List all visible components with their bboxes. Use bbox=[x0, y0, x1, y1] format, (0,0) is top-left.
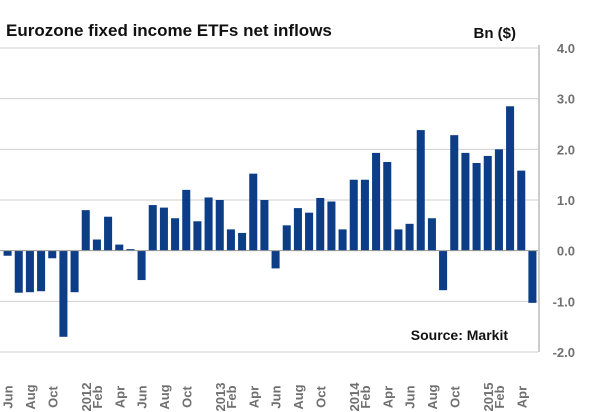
bar bbox=[260, 200, 269, 251]
x-tick-label: Jun bbox=[269, 385, 284, 408]
x-tick-label: 2014 bbox=[347, 382, 362, 412]
y-tick-label: 1.0 bbox=[557, 193, 575, 208]
x-tick-label: Jun bbox=[1, 385, 16, 408]
bar bbox=[293, 208, 302, 251]
bar bbox=[528, 250, 537, 303]
bars bbox=[3, 106, 537, 337]
bar bbox=[137, 250, 146, 281]
bar bbox=[48, 250, 57, 259]
x-tick-label: Oct bbox=[313, 385, 328, 407]
bar bbox=[327, 201, 336, 251]
x-tick-label: Jun bbox=[403, 385, 418, 408]
y-tick-label: -2.0 bbox=[553, 345, 575, 360]
y-axis-unit-label: Bn ($) bbox=[474, 25, 517, 42]
bar bbox=[249, 173, 258, 251]
y-tick-label: -1.0 bbox=[553, 294, 575, 309]
bar bbox=[360, 179, 369, 251]
bar bbox=[226, 229, 235, 251]
bar bbox=[282, 225, 291, 251]
bar bbox=[37, 250, 46, 292]
x-tick-label: Jun bbox=[135, 385, 150, 408]
bar bbox=[461, 152, 470, 251]
bar bbox=[316, 197, 325, 251]
bar bbox=[394, 229, 403, 251]
bar bbox=[215, 200, 224, 251]
bar bbox=[439, 250, 448, 291]
bar bbox=[372, 152, 381, 251]
x-tick-label: 2013 bbox=[213, 383, 228, 412]
gridlines bbox=[0, 47, 538, 353]
x-tick-label: Oct bbox=[45, 385, 60, 407]
bar bbox=[427, 218, 436, 251]
x-tick-label: Apr bbox=[112, 386, 127, 408]
x-tick-label: Feb bbox=[358, 385, 373, 408]
bar bbox=[126, 249, 135, 251]
x-tick-label: Aug bbox=[425, 384, 440, 409]
bar bbox=[405, 223, 414, 251]
source-note: Source: Markit bbox=[411, 327, 509, 343]
x-tick-label: Feb bbox=[492, 385, 507, 408]
bar bbox=[14, 250, 23, 293]
bar bbox=[148, 205, 157, 251]
bar bbox=[483, 155, 492, 251]
bar bbox=[59, 250, 68, 337]
x-tick-label: Oct bbox=[447, 385, 462, 407]
x-tick-label: 2015 bbox=[481, 383, 496, 412]
bar bbox=[70, 250, 79, 293]
bar bbox=[171, 218, 180, 251]
bar bbox=[271, 250, 280, 269]
bar bbox=[81, 210, 90, 251]
x-tick-label: Apr bbox=[514, 386, 529, 408]
bar bbox=[494, 149, 503, 251]
axes bbox=[0, 45, 540, 352]
bar bbox=[383, 162, 392, 251]
bar bbox=[305, 212, 314, 251]
bar bbox=[472, 163, 481, 251]
y-tick-label: 3.0 bbox=[557, 92, 575, 107]
y-tick-label: 4.0 bbox=[557, 41, 575, 56]
bar bbox=[25, 250, 34, 293]
bar bbox=[104, 216, 113, 251]
x-tick-label: Apr bbox=[246, 386, 261, 408]
bar bbox=[159, 207, 168, 251]
chart-title: Eurozone fixed income ETFs net inflows bbox=[6, 21, 332, 40]
y-tick-label: 0.0 bbox=[557, 244, 575, 259]
x-tick-label: Feb bbox=[90, 385, 105, 408]
y-tick-labels: 4.0 3.0 2.0 1.0 0.0 -1.0 -2.0 bbox=[553, 41, 575, 360]
bar bbox=[115, 244, 124, 251]
bar bbox=[338, 229, 347, 251]
x-tick-label: Oct bbox=[179, 385, 194, 407]
bar bbox=[92, 239, 101, 251]
x-tick-label: Aug bbox=[291, 384, 306, 409]
x-tick-label: Apr bbox=[380, 386, 395, 408]
y-tick-label: 2.0 bbox=[557, 142, 575, 157]
bar bbox=[204, 197, 213, 251]
bar bbox=[193, 221, 202, 251]
x-tick-label: 2012 bbox=[79, 383, 94, 412]
bar bbox=[450, 135, 459, 251]
bar bbox=[349, 179, 358, 251]
bar bbox=[238, 232, 247, 251]
bar bbox=[416, 130, 425, 251]
bar bbox=[506, 106, 515, 251]
bar bbox=[517, 170, 526, 251]
bar bbox=[3, 250, 12, 256]
x-tick-label: Feb bbox=[224, 385, 239, 408]
bar bbox=[182, 189, 191, 251]
x-tick-label: Aug bbox=[23, 384, 38, 409]
x-tick-label: Aug bbox=[157, 384, 172, 409]
